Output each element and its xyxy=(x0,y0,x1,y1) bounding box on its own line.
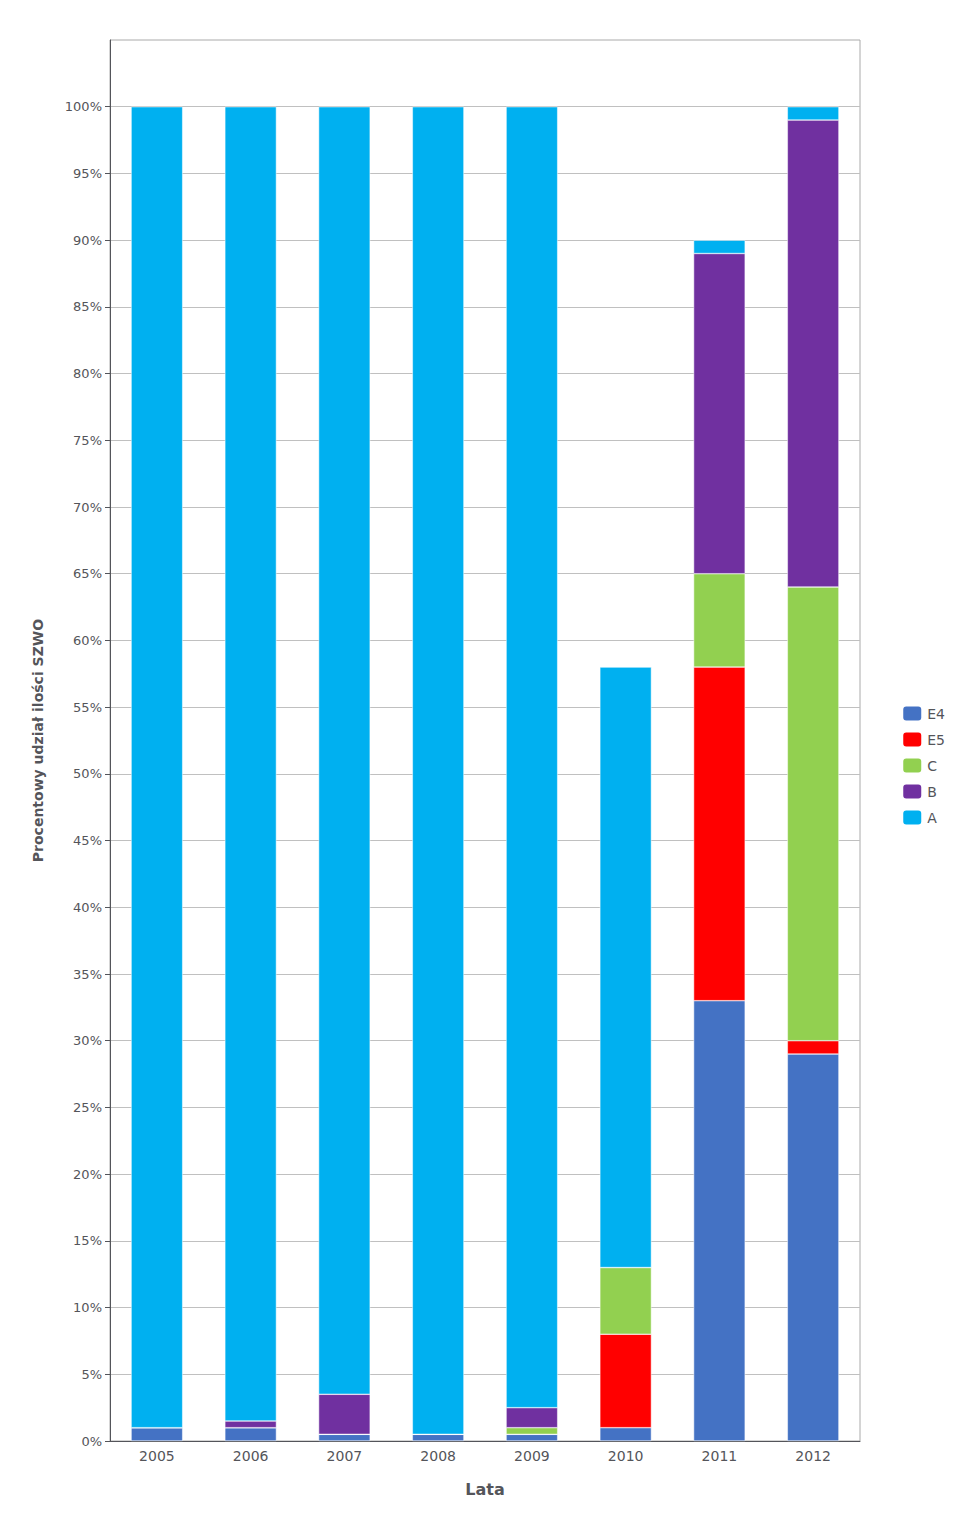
svg-text:20%: 20% xyxy=(73,1167,102,1182)
svg-text:90%: 90% xyxy=(73,233,102,248)
svg-text:60%: 60% xyxy=(73,633,102,648)
svg-text:30%: 30% xyxy=(73,1033,102,1048)
svg-text:5%: 5% xyxy=(81,1367,102,1382)
svg-text:10%: 10% xyxy=(73,1300,102,1315)
svg-text:85%: 85% xyxy=(73,299,102,314)
svg-text:15%: 15% xyxy=(73,1233,102,1248)
svg-text:2012: 2012 xyxy=(795,1448,831,1464)
svg-text:75%: 75% xyxy=(73,433,102,448)
svg-text:2010: 2010 xyxy=(608,1448,644,1464)
svg-text:B: B xyxy=(927,784,937,800)
svg-text:E5: E5 xyxy=(927,732,945,748)
svg-text:2007: 2007 xyxy=(327,1448,363,1464)
svg-text:C: C xyxy=(927,758,937,774)
svg-text:25%: 25% xyxy=(73,1100,102,1115)
svg-text:Procentowy udział ilości SZWO: Procentowy udział ilości SZWO xyxy=(30,619,46,862)
svg-text:70%: 70% xyxy=(73,500,102,515)
svg-text:2005: 2005 xyxy=(139,1448,175,1464)
svg-text:95%: 95% xyxy=(73,166,102,181)
svg-text:A: A xyxy=(927,810,937,826)
svg-text:2006: 2006 xyxy=(233,1448,269,1464)
svg-text:2011: 2011 xyxy=(702,1448,738,1464)
svg-text:Lata: Lata xyxy=(465,1480,504,1499)
svg-text:2008: 2008 xyxy=(420,1448,456,1464)
svg-text:55%: 55% xyxy=(73,700,102,715)
svg-text:E4: E4 xyxy=(927,706,945,722)
svg-text:65%: 65% xyxy=(73,566,102,581)
svg-text:40%: 40% xyxy=(73,900,102,915)
svg-text:45%: 45% xyxy=(73,833,102,848)
svg-text:80%: 80% xyxy=(73,366,102,381)
svg-text:35%: 35% xyxy=(73,967,102,982)
svg-text:100%: 100% xyxy=(65,99,102,114)
svg-text:2009: 2009 xyxy=(514,1448,550,1464)
svg-text:0%: 0% xyxy=(81,1434,102,1449)
svg-text:50%: 50% xyxy=(73,766,102,781)
